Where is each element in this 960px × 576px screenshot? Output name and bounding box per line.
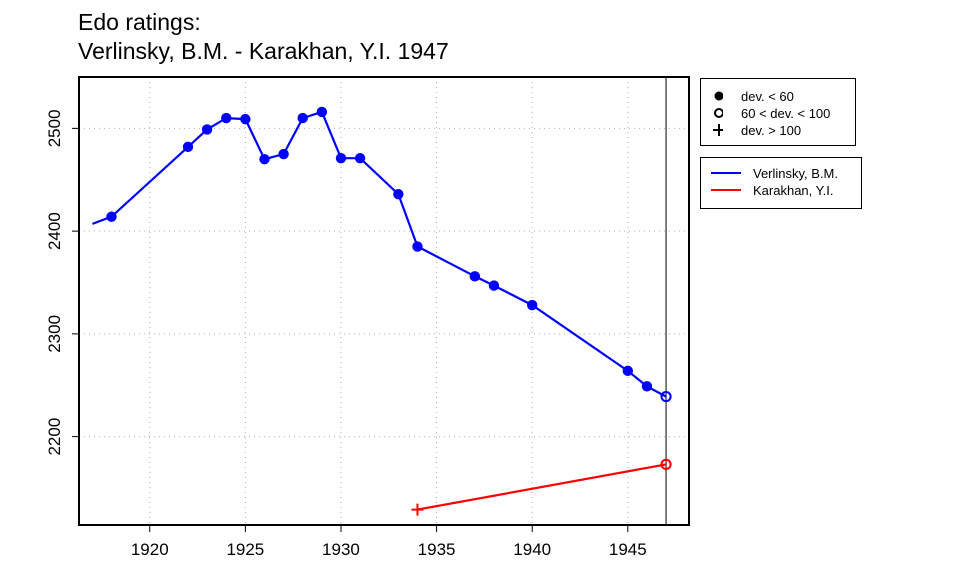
data-point: [469, 271, 481, 282]
y-tick-label: 2400: [45, 212, 64, 250]
legend-dev-row-open: 60 < dev. < 100: [701, 105, 855, 122]
data-point: [182, 141, 194, 153]
filled-circle-icon: [714, 91, 723, 101]
series-line: [417, 463, 667, 511]
data-point: [221, 112, 232, 124]
data-point: [354, 152, 366, 164]
plus-icon: [713, 124, 723, 136]
plot-frame: [78, 76, 690, 526]
x-tick-label: 1920: [131, 540, 169, 559]
data-point: [622, 365, 634, 377]
data-point: [106, 211, 117, 222]
chart-title-line1: Edo ratings:: [78, 9, 201, 35]
x-tick-label: 1935: [418, 540, 456, 559]
data-point: [488, 280, 500, 291]
y-axis: 2200 2300 2400 2500: [45, 109, 79, 456]
line-swatch-icon: [711, 189, 741, 191]
data-point: [393, 188, 404, 200]
data-point: [412, 241, 423, 252]
legend-dev-row-filled: dev. < 60: [701, 88, 855, 105]
data-point: [297, 112, 308, 124]
data-point: [526, 299, 538, 311]
x-tick-label: 1930: [322, 540, 360, 559]
x-axis: 1920 1925 1930 1935 1940 1945: [131, 525, 647, 559]
x-tick-label: 1945: [609, 540, 647, 559]
y-tick-label: 2500: [45, 109, 64, 147]
x-tick-label: 1940: [513, 540, 551, 559]
legend-player-label: Karakhan, Y.I.: [753, 183, 834, 198]
series-layer: [92, 106, 672, 516]
legend-players: Verlinsky, B.M. Karakhan, Y.I.: [700, 157, 862, 209]
legend-player-row: Karakhan, Y.I.: [701, 182, 861, 199]
data-point: [411, 503, 424, 516]
open-circle-icon: [714, 108, 723, 118]
legend-player-row: Verlinsky, B.M.: [701, 165, 861, 182]
legend-dev-label: 60 < dev. < 100: [741, 106, 831, 121]
data-point: [335, 152, 347, 164]
grid-lines: [79, 77, 689, 525]
x-tick-label: 1925: [226, 540, 264, 559]
data-point: [660, 390, 672, 403]
chart-title-line2: Verlinsky, B.M. - Karakhan, Y.I. 1947: [78, 38, 449, 64]
legend-dev-label: dev. > 100: [741, 123, 802, 138]
data-point: [641, 381, 653, 392]
data-point: [201, 124, 213, 135]
y-tick-label: 2300: [45, 315, 64, 353]
series-line: [92, 110, 667, 398]
line-swatch-icon: [711, 172, 741, 174]
data-point: [316, 106, 328, 118]
legend-deviation: dev. < 60 60 < dev. < 100 dev. > 100: [700, 78, 856, 146]
data-point: [259, 154, 270, 165]
data-point: [660, 458, 672, 470]
data-point: [240, 113, 251, 125]
y-tick-label: 2200: [45, 418, 64, 456]
legend-player-label: Verlinsky, B.M.: [753, 166, 839, 181]
legend-dev-label: dev. < 60: [741, 89, 794, 104]
legend-dev-row-plus: dev. > 100: [701, 122, 855, 139]
data-point: [278, 148, 289, 160]
